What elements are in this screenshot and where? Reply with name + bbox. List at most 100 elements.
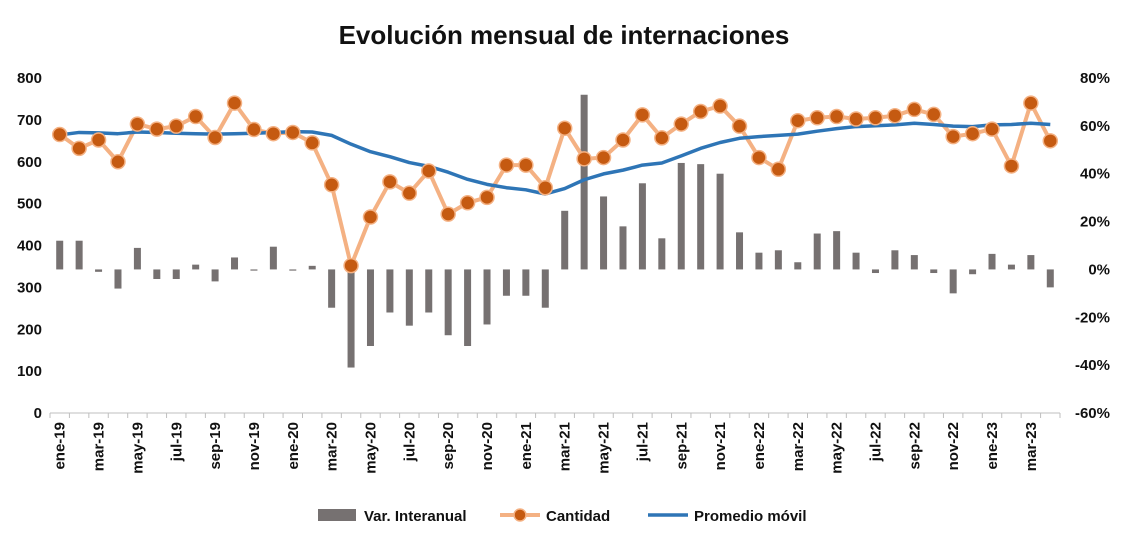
y-left-tick-label: 700 [17, 112, 42, 129]
x-tick-label: sep-22 [906, 422, 923, 470]
x-tick-label: mar-23 [1023, 422, 1040, 471]
y-right-tick-label: 80% [1080, 70, 1110, 87]
point-cantidad [654, 130, 670, 146]
legend-label-cantidad: Cantidad [546, 508, 610, 525]
point-cantidad [149, 121, 165, 137]
bar-var-interanual [502, 269, 510, 296]
y-left-tick-label: 400 [17, 238, 42, 255]
point-cantidad [421, 163, 437, 179]
x-tick-label: jul-19 [168, 422, 185, 462]
bar-var-interanual [289, 269, 297, 271]
point-cantidad [343, 257, 359, 274]
x-tick-label: jul-20 [401, 422, 418, 462]
point-cantidad [187, 108, 204, 125]
bar-var-interanual [75, 240, 83, 270]
point-cantidad [634, 107, 651, 123]
x-tick-label: ene-20 [285, 422, 302, 470]
y-right-tick-label: -20% [1075, 309, 1110, 326]
point-cantidad [770, 161, 787, 178]
plot-area: 0 100 200 300 400 500 600 700 800 -60% -40% -20% 0% 2… [17, 70, 1110, 474]
point-cantidad [906, 101, 923, 118]
bar-var-interanual [794, 262, 802, 270]
bar-var-interanual [580, 94, 588, 270]
x-tick-label: ene-23 [984, 422, 1001, 470]
point-cantidad [751, 149, 767, 166]
point-cantidad [110, 154, 126, 170]
point-cantidad [129, 116, 146, 132]
bar-var-interanual [405, 269, 413, 326]
x-tick-label: nov-22 [945, 422, 962, 470]
bar-var-interanual [736, 232, 744, 270]
y-left-tick-label: 800 [17, 70, 42, 87]
line-promedio-movil [59, 121, 1051, 196]
point-cantidad [226, 95, 243, 111]
point-cantidad [51, 126, 68, 143]
y-left-tick-label: 500 [17, 196, 42, 213]
bar-var-interanual [561, 210, 569, 270]
point-cantidad [304, 135, 320, 151]
bar-var-interanual [697, 164, 705, 270]
point-cantidad [1042, 133, 1059, 149]
bar-var-interanual [347, 269, 355, 368]
y-right-tick-label: 60% [1080, 118, 1110, 135]
x-tick-label: ene-21 [518, 422, 535, 470]
point-cantidad [1003, 158, 1020, 174]
point-cantidad [168, 118, 184, 134]
bar-var-interanual [1007, 264, 1015, 270]
x-tick-label: mar-21 [557, 422, 574, 471]
y-right-tick-label: 0% [1088, 261, 1110, 278]
bar-var-interanual [871, 269, 879, 274]
bar-var-interanual [328, 269, 336, 308]
bar-var-interanual [95, 269, 103, 272]
point-cantidad [615, 132, 631, 148]
bar-var-interanual [949, 269, 957, 294]
point-cantidad [401, 185, 418, 201]
bar-var-interanual [677, 162, 685, 270]
bar-var-interanual [541, 269, 549, 308]
x-tick-label: ene-22 [751, 422, 768, 470]
point-cantidad [712, 98, 728, 114]
point-cantidad [537, 179, 554, 196]
bar-var-interanual [386, 269, 394, 313]
point-cantidad [71, 140, 87, 157]
x-tick-label: jul-21 [634, 422, 651, 462]
point-cantidad [692, 103, 709, 120]
bar-var-interanual [522, 269, 530, 296]
bar-var-interanual [619, 226, 627, 270]
bar-var-interanual [988, 253, 996, 270]
bar-var-interanual [231, 257, 239, 270]
x-tick-label: nov-19 [246, 422, 263, 470]
point-cantidad [265, 125, 282, 142]
bar-var-interanual [930, 269, 938, 274]
bar-var-interanual [483, 269, 491, 325]
y-left-tick-label: 600 [17, 154, 42, 171]
point-cantidad [479, 189, 495, 206]
point-cantidad [440, 206, 456, 222]
bar-var-interanual [1046, 269, 1054, 288]
bar-var-interanual [211, 269, 219, 282]
bar-var-interanual [269, 246, 277, 270]
x-tick-label: mar-22 [790, 422, 807, 471]
point-cantidad [323, 177, 340, 193]
legend-label-var-interanual: Var. Interanual [364, 508, 467, 525]
x-tick-label: may-20 [362, 422, 379, 474]
point-cantidad [459, 195, 476, 211]
bar-var-interanual [56, 240, 64, 270]
bar-var-interanual [891, 250, 899, 270]
y-left-tick-label: 0 [34, 405, 42, 422]
point-cantidad [498, 157, 515, 173]
x-tick-label: sep-19 [207, 422, 224, 470]
bar-var-interanual [600, 196, 608, 270]
point-cantidad [828, 108, 845, 125]
legend-label-promedio-movil: Promedio móvil [694, 508, 807, 525]
point-cantidad [964, 125, 981, 142]
legend: Var. Interanual Cantidad Promedio móvil [318, 508, 807, 525]
bar-var-interanual [658, 238, 666, 270]
y-right-tick-label: -40% [1075, 357, 1110, 374]
bar-var-interanual [172, 269, 180, 279]
bar-var-interanual [755, 252, 763, 270]
bar-var-interanual [308, 265, 316, 270]
point-cantidad [90, 132, 107, 148]
line-cantidad [58, 101, 1053, 268]
legend-swatch-var-interanual [318, 509, 356, 521]
